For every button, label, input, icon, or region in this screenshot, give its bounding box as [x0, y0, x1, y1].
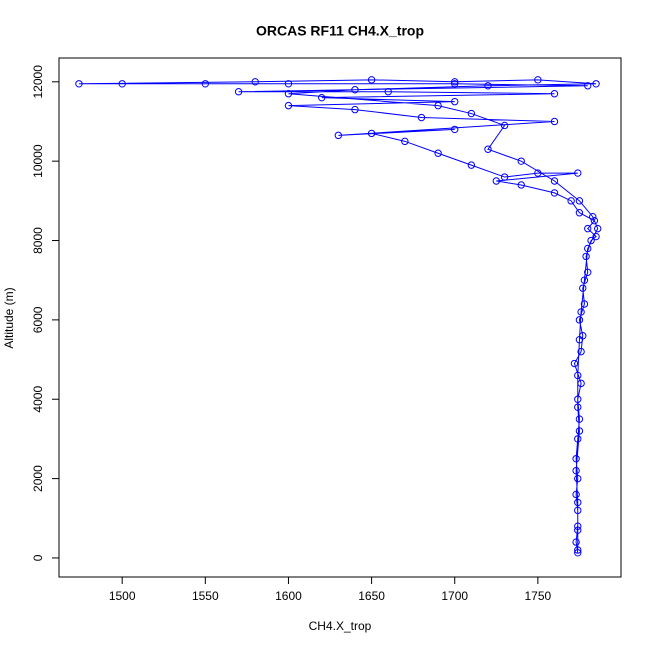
chart-title: ORCAS RF11 CH4.X_trop [256, 23, 424, 39]
data-point [572, 455, 580, 463]
data-point [572, 466, 580, 475]
data-point [574, 435, 582, 443]
data-point [575, 316, 584, 324]
data-point [284, 80, 293, 88]
data-point [467, 161, 476, 169]
y-tick-label: 8000 [31, 227, 45, 254]
data-point [351, 86, 359, 94]
plot-frame [58, 57, 622, 578]
data-point [517, 181, 525, 189]
data-point [574, 395, 582, 403]
data-point [572, 490, 580, 499]
x-tick-label: 1700 [441, 589, 468, 603]
data-point [550, 117, 559, 126]
data-point [574, 403, 582, 411]
data-point [234, 88, 243, 96]
data-point [592, 232, 600, 241]
data-point [484, 82, 492, 90]
data-point [534, 169, 542, 177]
data-point [417, 113, 426, 122]
y-tick-label: 12000 [31, 65, 45, 99]
data-point [574, 474, 582, 483]
data-point [118, 80, 126, 88]
x-axis-label: CH4.X_trop [309, 619, 372, 633]
data-point [590, 216, 599, 225]
x-tick-label: 1650 [358, 589, 385, 603]
data-point [451, 125, 459, 134]
data-point [284, 101, 293, 110]
y-tick-label: 0 [31, 554, 45, 561]
data-point [584, 82, 592, 90]
data-point [550, 189, 559, 197]
data-point [534, 76, 542, 84]
data-point [451, 78, 459, 86]
data-point [584, 244, 592, 253]
data-point [318, 93, 326, 102]
data-point [550, 177, 559, 185]
data-point [589, 213, 597, 221]
data-point [492, 177, 500, 185]
y-tick-label: 4000 [31, 386, 45, 413]
data-point [572, 538, 580, 546]
data-point [575, 336, 584, 344]
data-point [500, 173, 509, 181]
data-point [570, 359, 579, 368]
data-point [434, 101, 442, 110]
data-point [575, 427, 584, 435]
data-point [75, 80, 83, 88]
y-tick-label: 6000 [31, 306, 45, 333]
data-point [577, 347, 585, 356]
data-point [575, 197, 584, 205]
data-point [334, 131, 343, 140]
data-point [367, 129, 376, 138]
data-point [367, 76, 376, 84]
data-point [594, 224, 602, 233]
y-tick-label: 10000 [31, 144, 45, 178]
data-point [587, 236, 595, 245]
data-point [574, 169, 582, 177]
data-point [574, 522, 582, 530]
data-point [574, 371, 582, 380]
data-point [574, 506, 582, 515]
data-point [574, 526, 582, 534]
data-point [467, 109, 476, 118]
data-point [550, 90, 559, 98]
y-axis-label: Altitude (m) [2, 287, 16, 348]
data-point [401, 137, 409, 146]
data-point [580, 276, 589, 284]
data-point [575, 415, 584, 423]
data-point [592, 80, 600, 88]
data-point [567, 197, 575, 205]
data-point [580, 300, 589, 308]
data-point [517, 157, 525, 165]
data-point [584, 224, 592, 233]
x-tick-label: 1600 [275, 589, 302, 603]
data-point [500, 121, 509, 130]
data-point [201, 80, 210, 88]
x-tick-label: 1500 [109, 589, 136, 603]
x-tick-label: 1750 [525, 589, 552, 603]
data-point [434, 149, 442, 157]
data-point [582, 252, 590, 261]
data-point [484, 145, 492, 153]
data-point [384, 88, 392, 96]
data-point [584, 268, 592, 276]
data-point [284, 90, 293, 98]
data-point [574, 498, 582, 507]
data-point [574, 549, 582, 557]
data-line [78, 79, 599, 553]
data-point [575, 209, 584, 217]
data-point [574, 546, 582, 554]
data-point [251, 78, 259, 86]
data-point [577, 379, 585, 388]
y-tick-label: 2000 [31, 465, 45, 492]
x-tick-label: 1550 [192, 589, 219, 603]
data-point [351, 105, 359, 114]
data-point [451, 80, 459, 88]
data-point [577, 308, 585, 316]
data-point [579, 284, 587, 292]
data-point [451, 97, 459, 106]
